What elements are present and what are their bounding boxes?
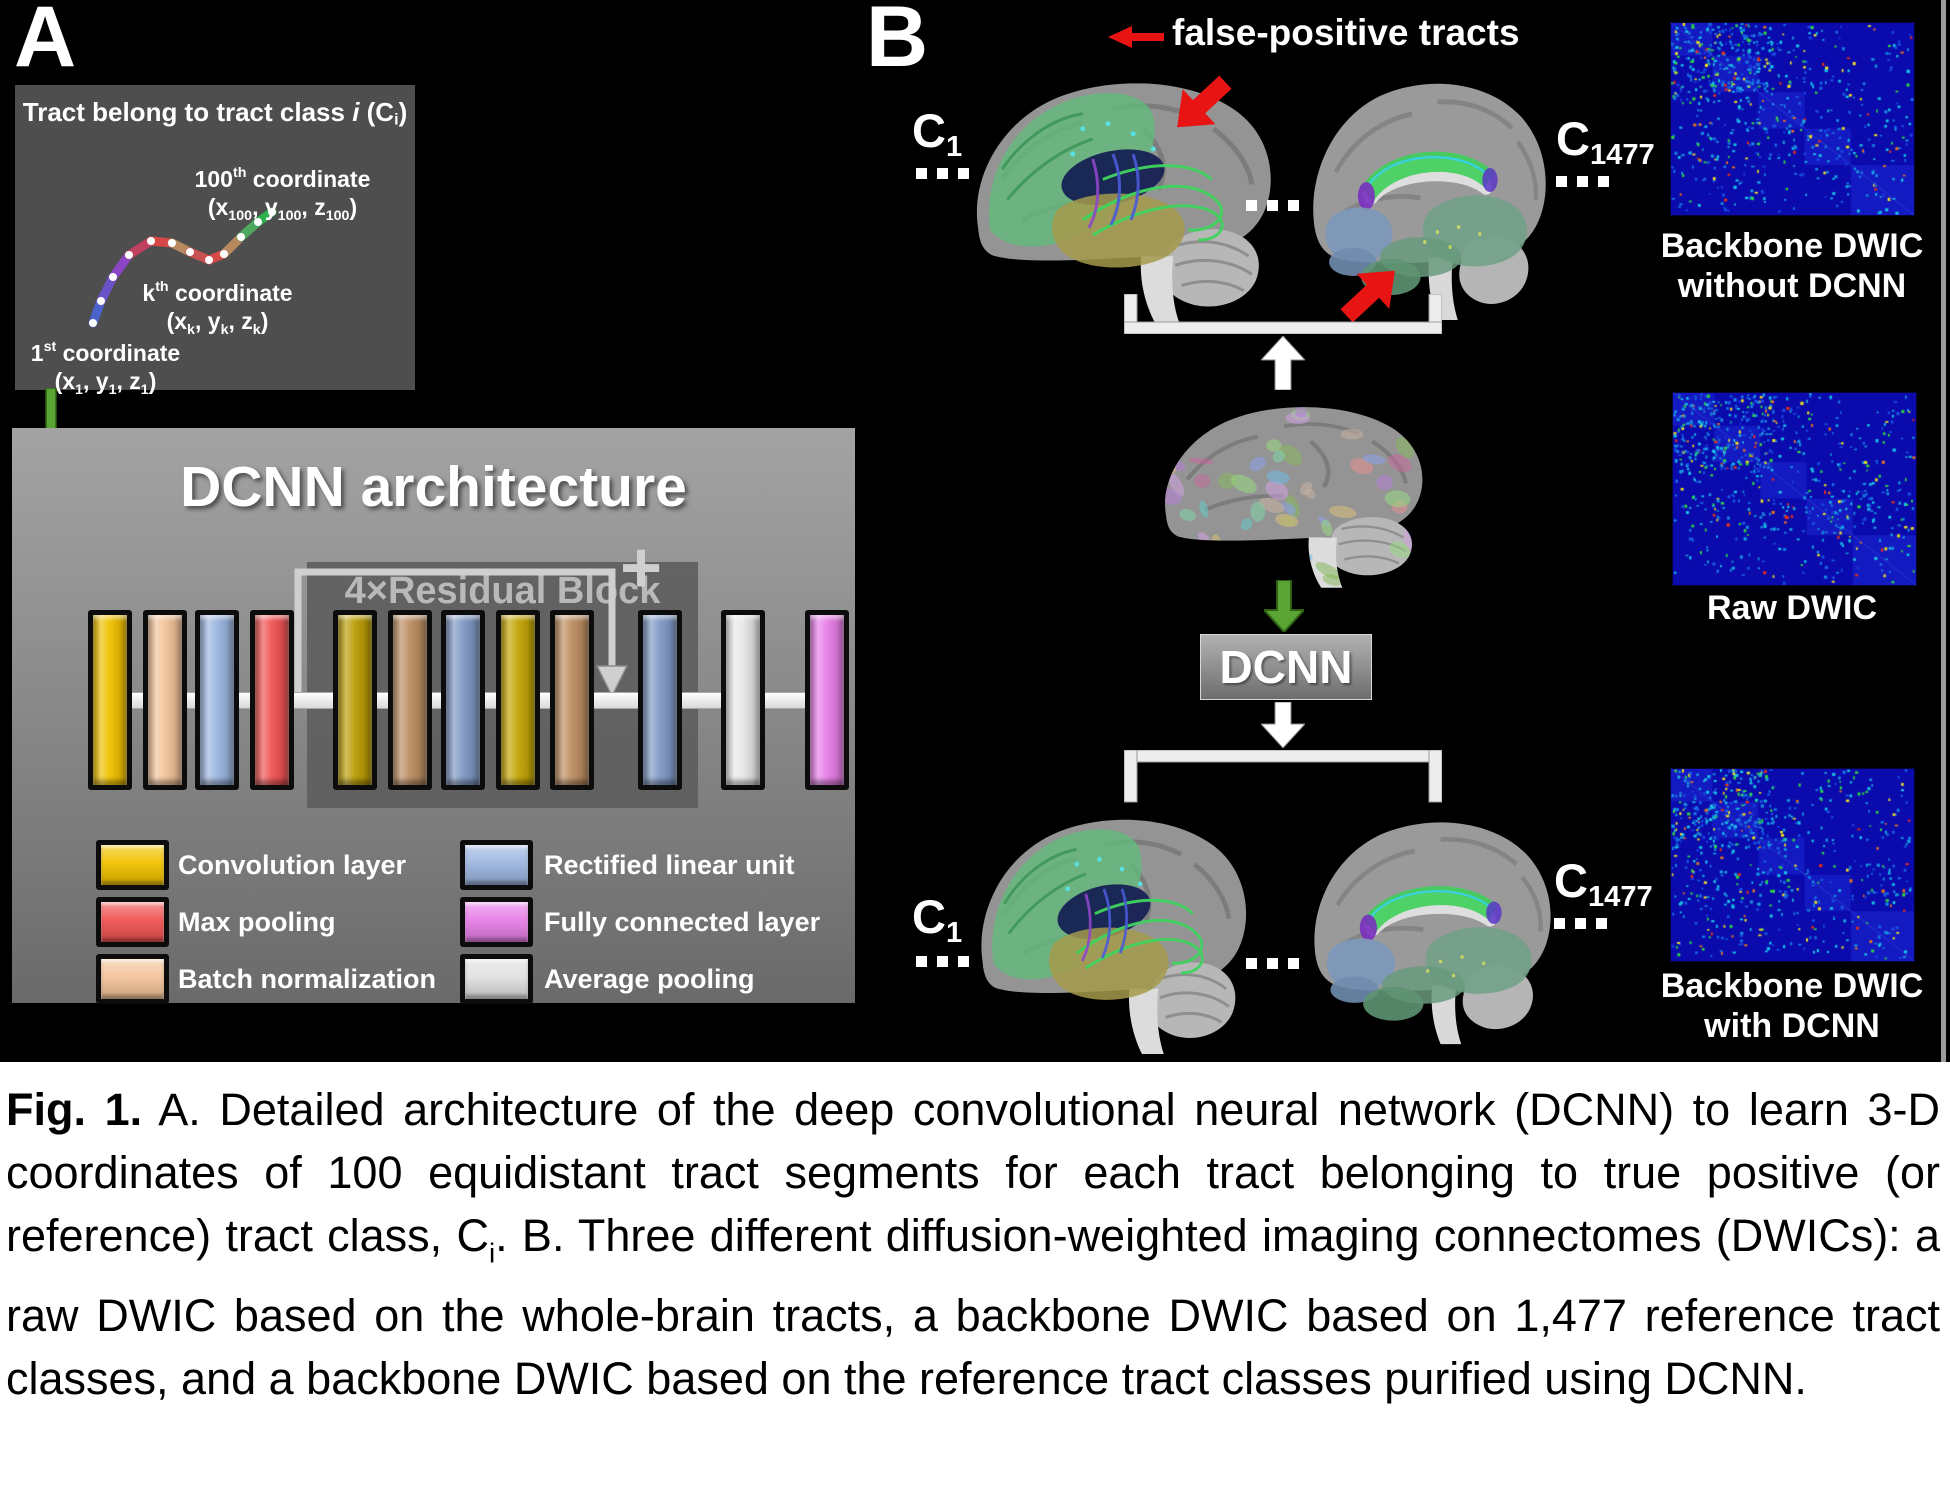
- legend-swatch-average-pooling: [460, 954, 533, 1004]
- class-c1477-label-top: C1477: [1556, 112, 1655, 172]
- caption-text: Fig. 1. A. Detailed architecture of the …: [6, 1084, 1941, 1405]
- skip-connection-icon: [294, 568, 629, 698]
- false-positive-arrow-icon: [1108, 26, 1164, 48]
- class-c1-label-bottom: C1: [912, 890, 963, 950]
- tract-curve-diagram: [88, 207, 277, 328]
- group-bracket-top-icon: [1124, 294, 1442, 334]
- figure-1-panel-area: A Tract belong to tract class i (Ci): [0, 0, 1950, 1062]
- false-positive-pointer-right-icon: [1340, 270, 1395, 323]
- legend-label: Fully connected layer: [544, 907, 821, 937]
- legend-label: Average pooling: [544, 964, 755, 994]
- legend-label: Convolution layer: [178, 850, 407, 880]
- layer-bar-conv-1: [88, 610, 132, 790]
- legend-swatch-rectified-linear-unit: [460, 840, 533, 890]
- brain-whole-tractogram: [1152, 388, 1434, 590]
- figure-right-border: [1941, 0, 1946, 1062]
- tract-class-box: Tract belong to tract class i (Ci): [15, 85, 415, 398]
- connectome-matrix-backbone-with-dcnn: [1670, 768, 1915, 962]
- class-c1-label-top: C1: [912, 104, 963, 164]
- legend-label: Batch normalization: [178, 964, 437, 994]
- panel-a-label: A: [14, 0, 77, 85]
- ellipsis-dots: [1554, 918, 1607, 929]
- ellipsis-dots: [916, 168, 969, 179]
- false-positive-pointer-top-icon: [1177, 75, 1232, 128]
- connectome-matrix-backbone-without-dcnn: [1670, 22, 1915, 216]
- panel-b-label: B: [866, 0, 929, 85]
- matrix-label-backbone-with-dcnn: Backbone DWIC with DCNN: [1660, 967, 1924, 1045]
- matrix-label-backbone-without-dcnn: Backbone DWIC without DCNN: [1660, 227, 1924, 305]
- coord-100-label: 100th coordinate (x100, y100, z100): [194, 165, 371, 224]
- connectome-matrix-raw: [1672, 392, 1917, 586]
- dcnn-architecture-title: DCNN architecture: [180, 455, 687, 519]
- layer-bar-relu-3: [638, 610, 682, 790]
- legend-swatch-convolution-layer: [96, 840, 169, 890]
- legend-label: Max pooling: [178, 907, 336, 937]
- layer-bar-relu-2: [441, 610, 485, 790]
- layer-bar-conv-3: [496, 610, 540, 790]
- class-c1477-label-bottom: C1477: [1554, 854, 1653, 914]
- residual-add-plus-icon: +: [620, 528, 663, 608]
- dcnn-node-label: DCNN: [1219, 641, 1353, 693]
- architecture-legend: Convolution layer Max pooling Batch normal…: [12, 428, 855, 1004]
- brain-tract-c1-bottom: [968, 795, 1258, 1057]
- layer-bar-batchnorm-2: [388, 610, 432, 790]
- legend-swatch-batch-normalization: [96, 954, 169, 1004]
- legend-swatch-max-pooling: [96, 897, 169, 947]
- dcnn-node: DCNN: [1200, 634, 1372, 700]
- legend-label: Rectified linear unit: [544, 850, 795, 880]
- brain-tract-c1477-bottom: [1303, 802, 1561, 1046]
- layer-bar-avgpool-1: [721, 610, 765, 790]
- figure-caption: Fig. 1. A. Detailed architecture of the …: [0, 1062, 1950, 1509]
- residual-block-title: 4×Residual Block: [344, 570, 661, 612]
- ellipsis-dots-between-top-brains: [1246, 200, 1299, 211]
- layer-bar-conv-2: [333, 610, 377, 790]
- ellipsis-dots-between-bottom-brains: [1246, 958, 1299, 969]
- dcnn-architecture-panel: DCNN architecture 4×Residual Block + Con…: [12, 428, 855, 1004]
- layer-bar-batchnorm-1: [143, 610, 187, 790]
- ellipsis-dots: [1556, 176, 1609, 187]
- layer-bar-batchnorm-3: [550, 610, 594, 790]
- ellipsis-dots: [916, 956, 969, 967]
- layer-bar-maxpool-1: [250, 610, 294, 790]
- false-positive-label: false-positive tracts: [1172, 12, 1520, 53]
- coord-k-label: kth coordinate (xk, yk, zk): [142, 279, 293, 338]
- brain-tract-c1-top: [962, 58, 1284, 326]
- legend-swatch-fully-connected-layer: [460, 897, 533, 947]
- layer-row: [12, 428, 855, 1003]
- coordinate-dots: [89, 208, 276, 327]
- arrow-down-icon: [1261, 702, 1305, 748]
- matrix-label-raw: Raw DWIC: [1707, 589, 1877, 627]
- arrow-up-icon: [1261, 336, 1305, 390]
- arrow-down-green-icon: [1264, 580, 1304, 632]
- layer-bar-relu-1: [195, 610, 239, 790]
- coord-1-label: 1st coordinate (x1, y1, z1): [30, 339, 181, 398]
- group-bracket-bottom-icon: [1124, 750, 1442, 803]
- layer-bar-fc-1: [805, 610, 849, 790]
- tract-box-title: Tract belong to tract class i (Ci): [22, 97, 408, 129]
